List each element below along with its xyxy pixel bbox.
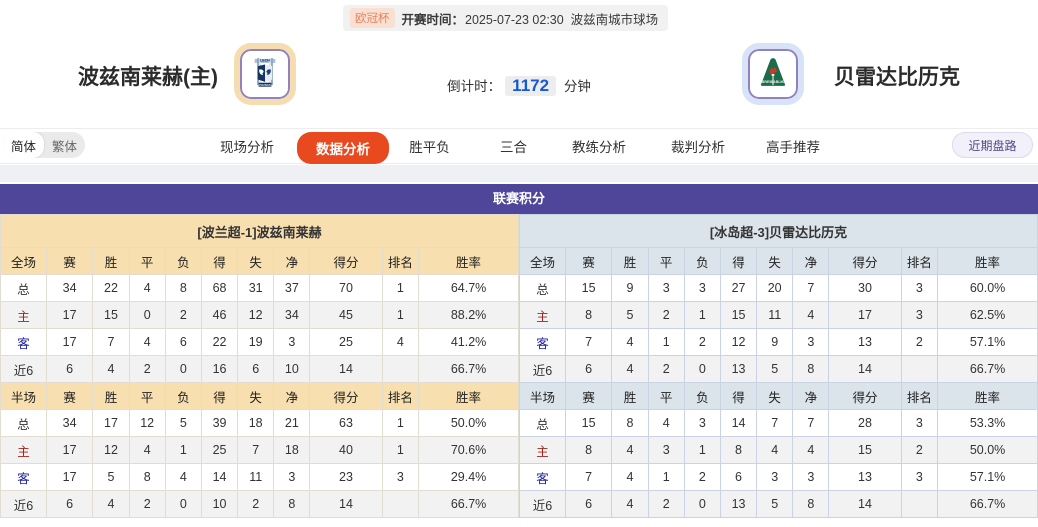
svg-text:LECH: LECH (260, 59, 270, 63)
